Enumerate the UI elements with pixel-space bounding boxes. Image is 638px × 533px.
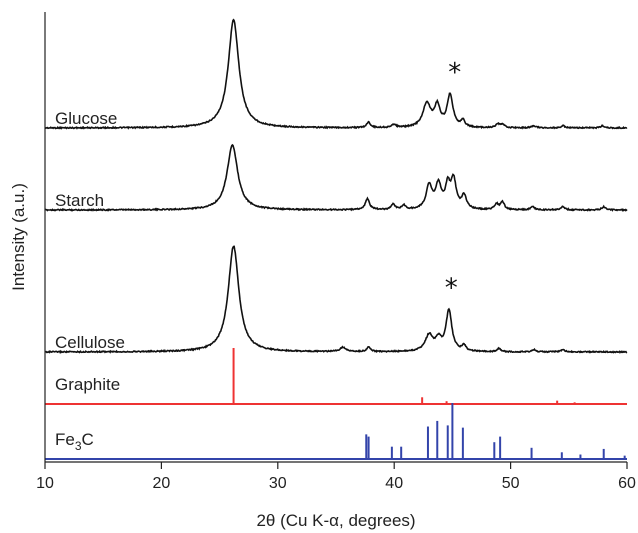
x-ticks: 10 20 30 40 50 60 xyxy=(36,462,636,492)
reference-label-fe3c: Fe3C xyxy=(55,430,94,453)
series-labels: Glucose * Starch Cellulose * Graphite Fe3C xyxy=(55,58,461,453)
star-marker-cellulose: * xyxy=(445,273,458,303)
reference-patterns xyxy=(45,348,627,460)
x-tick-label-30: 30 xyxy=(269,475,287,492)
trace-cellulose xyxy=(44,245,628,355)
x-tick-label-50: 50 xyxy=(502,475,520,492)
trace-glucose xyxy=(44,18,628,130)
x-axis-title: 2θ (Cu K-α, degrees) xyxy=(256,511,415,530)
star-marker-glucose: * xyxy=(448,58,461,88)
series-label-starch: Starch xyxy=(55,191,104,210)
xrd-traces xyxy=(44,18,628,355)
x-tick-label-40: 40 xyxy=(385,475,403,492)
trace-starch xyxy=(44,143,628,212)
x-tick-label-60: 60 xyxy=(618,475,636,492)
series-label-cellulose: Cellulose xyxy=(55,333,125,352)
reference-label-graphite: Graphite xyxy=(55,375,120,394)
series-label-glucose: Glucose xyxy=(55,109,117,128)
axes: 2θ (Cu K-α, degrees) Intensity (a.u.) xyxy=(9,12,627,530)
y-axis-title: Intensity (a.u.) xyxy=(9,183,28,291)
x-tick-label-10: 10 xyxy=(36,475,54,492)
x-tick-label-20: 20 xyxy=(153,475,171,492)
